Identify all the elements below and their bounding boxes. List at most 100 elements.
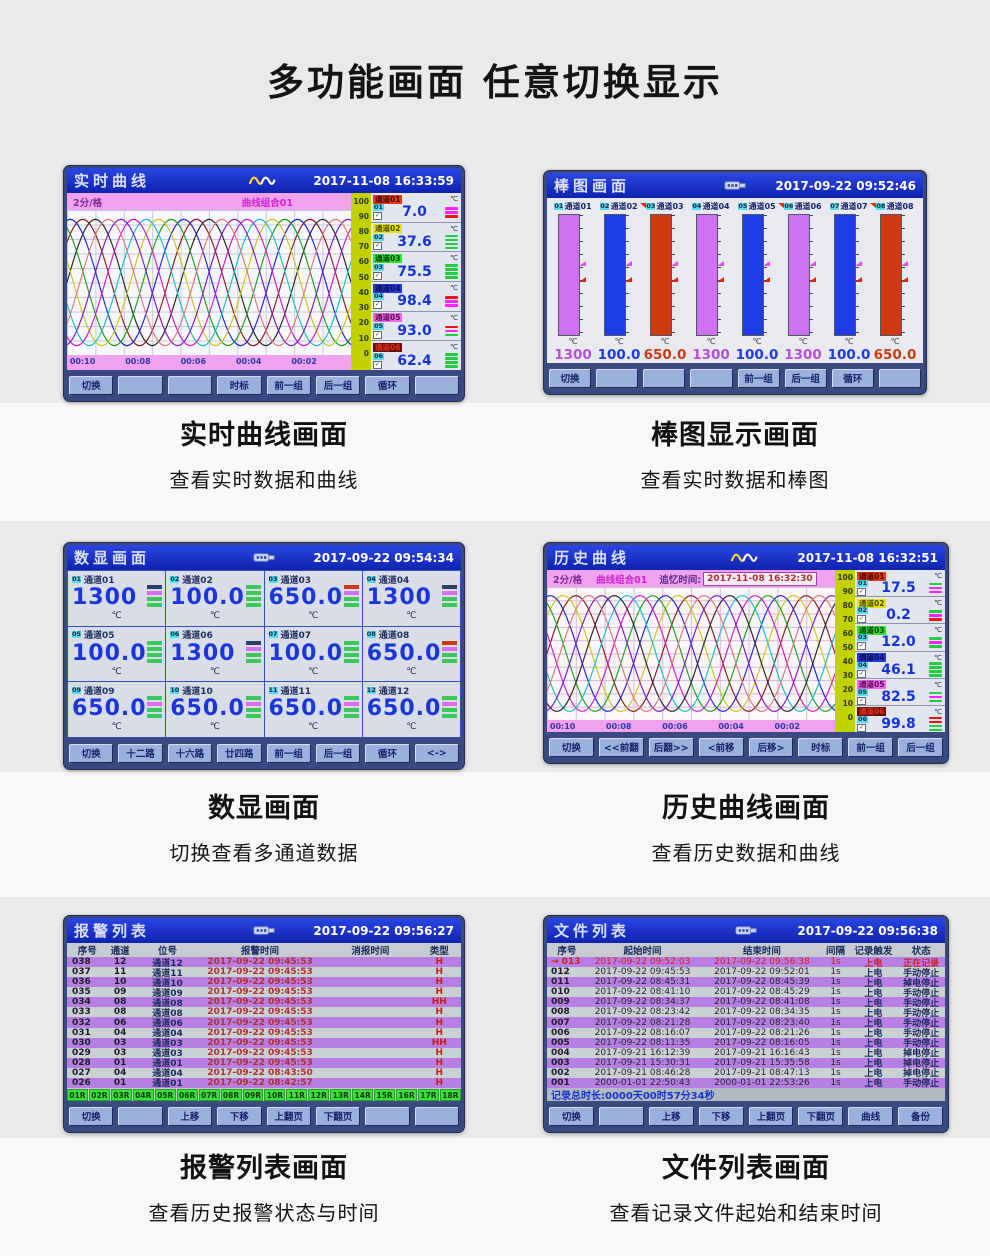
file-row[interactable]: 009 2017-09-22 08:34:37 2017-09-22 08:41:0… xyxy=(547,997,945,1009)
button-循环[interactable]: 循环 xyxy=(831,368,874,388)
relay-tag-13R[interactable]: 13R xyxy=(330,1089,352,1101)
relay-tag-01R[interactable]: 01R xyxy=(67,1089,88,1101)
button-<前移[interactable]: <前移 xyxy=(698,737,744,757)
alarm-row[interactable]: 037 11 通道11 2017-09-22 09:45:53 H xyxy=(67,967,461,979)
button-循环[interactable]: 循环 xyxy=(365,743,410,763)
file-row[interactable]: 001 2000-01-01 22:50:43 2000-01-01 22:53:2… xyxy=(547,1077,945,1089)
button-下翻页[interactable]: 下翻页 xyxy=(315,1106,361,1126)
relay-tag-07R[interactable]: 07R xyxy=(198,1089,220,1101)
button-时标[interactable]: 时标 xyxy=(217,375,262,395)
relay-tag-12R[interactable]: 12R xyxy=(308,1089,330,1101)
relay-tag-06R[interactable]: 06R xyxy=(176,1089,198,1101)
button-blank[interactable] xyxy=(878,368,921,388)
button-blank[interactable] xyxy=(414,1106,459,1126)
button-下移[interactable]: 下移 xyxy=(698,1106,744,1126)
file-row[interactable]: 004 2017-09-21 16:12:39 2017-09-21 16:16:4… xyxy=(547,1047,945,1059)
alarm-row[interactable]: 029 03 通道03 2017-09-22 09:45:53 H xyxy=(67,1047,461,1059)
button-<<前翻[interactable]: <<前翻 xyxy=(598,737,644,757)
channel-checkbox[interactable]: ✓ xyxy=(857,696,866,705)
button-blank[interactable] xyxy=(643,368,686,388)
channel-checkbox[interactable]: ✓ xyxy=(373,212,382,221)
button-blank[interactable] xyxy=(365,1106,410,1126)
channel-checkbox[interactable]: ✓ xyxy=(857,615,866,624)
button-切换[interactable]: 切换 xyxy=(69,1106,114,1126)
relay-tag-18R[interactable]: 18R xyxy=(439,1089,461,1101)
relay-tag-08R[interactable]: 08R xyxy=(220,1089,242,1101)
button-前一组[interactable]: 前一组 xyxy=(266,375,311,395)
button-blank[interactable] xyxy=(690,368,733,388)
button-切换[interactable]: 切换 xyxy=(549,1106,594,1126)
button-切换[interactable]: 切换 xyxy=(549,368,592,388)
button-blank[interactable] xyxy=(414,375,459,395)
button-后一组[interactable]: 后一组 xyxy=(315,375,361,395)
file-row[interactable]: 007 2017-09-22 08:21:28 2017-09-22 08:23:4… xyxy=(547,1017,945,1029)
button-切换[interactable]: 切换 xyxy=(549,737,594,757)
button-后一组[interactable]: 后一组 xyxy=(784,368,827,388)
button-blank[interactable] xyxy=(167,375,213,395)
relay-tag-05R[interactable]: 05R xyxy=(154,1089,176,1101)
alarm-row[interactable]: 033 08 通道08 2017-09-22 09:45:53 H xyxy=(67,1007,461,1019)
button-切换[interactable]: 切换 xyxy=(69,743,114,763)
relay-tag-02R[interactable]: 02R xyxy=(88,1089,110,1101)
button-blank[interactable] xyxy=(598,1106,644,1126)
file-row[interactable]: 008 2017-09-22 08:23:42 2017-09-22 08:34:3… xyxy=(547,1007,945,1019)
file-row[interactable]: 002 2017-09-21 08:46:28 2017-09-21 08:47:1… xyxy=(547,1067,945,1079)
button-下翻页[interactable]: 下翻页 xyxy=(798,1106,844,1126)
relay-tag-16R[interactable]: 16R xyxy=(396,1089,417,1101)
channel-checkbox[interactable]: ✓ xyxy=(857,723,866,732)
channel-checkbox[interactable]: ✓ xyxy=(857,669,866,678)
button-后一组[interactable]: 后一组 xyxy=(315,743,361,763)
relay-tag-10R[interactable]: 10R xyxy=(264,1089,286,1101)
button-时标[interactable]: 时标 xyxy=(798,737,844,757)
channel-checkbox[interactable]: ✓ xyxy=(373,331,382,340)
recall-time-value[interactable]: 2017-11-08 16:32:30 xyxy=(703,571,817,586)
relay-tag-15R[interactable]: 15R xyxy=(374,1089,396,1101)
button-上翻页[interactable]: 上翻页 xyxy=(748,1106,794,1126)
button-前一组[interactable]: 前一组 xyxy=(848,737,894,757)
file-row[interactable]: 003 2017-09-21 15:30:31 2017-09-21 15:35:5… xyxy=(547,1057,945,1069)
button-廿四路[interactable]: 廿四路 xyxy=(217,743,262,763)
button-切换[interactable]: 切换 xyxy=(69,375,114,395)
button-后翻>>[interactable]: 后翻>> xyxy=(648,737,694,757)
button-循环[interactable]: 循环 xyxy=(365,375,410,395)
relay-tag-09R[interactable]: 09R xyxy=(242,1089,264,1101)
alarm-row[interactable]: 035 09 通道09 2017-09-22 09:45:53 H xyxy=(67,987,461,999)
alarm-row[interactable]: 038 12 通道12 2017-09-22 09:45:53 H xyxy=(67,957,461,969)
button-曲线[interactable]: 曲线 xyxy=(848,1106,894,1126)
button-blank[interactable] xyxy=(118,375,163,395)
button-<->[interactable]: <-> xyxy=(414,743,459,763)
button-前一组[interactable]: 前一组 xyxy=(737,368,780,388)
channel-checkbox[interactable]: ✓ xyxy=(373,360,382,369)
relay-tag-03R[interactable]: 03R xyxy=(110,1089,132,1101)
relay-tag-17R[interactable]: 17R xyxy=(418,1089,439,1101)
button-后一组[interactable]: 后一组 xyxy=(898,737,943,757)
button-前一组[interactable]: 前一组 xyxy=(266,743,311,763)
file-row[interactable]: 005 2017-09-22 08:11:35 2017-09-22 08:16:0… xyxy=(547,1037,945,1049)
alarm-row[interactable]: 027 04 通道04 2017-09-22 08:43:50 H xyxy=(67,1067,461,1079)
alarm-row[interactable]: 030 03 通道03 2017-09-22 09:45:53 HH xyxy=(67,1037,461,1049)
button-blank[interactable] xyxy=(596,368,639,388)
alarm-row[interactable]: 034 08 通道08 2017-09-22 09:45:53 HH xyxy=(67,997,461,1009)
button-十二路[interactable]: 十二路 xyxy=(118,743,163,763)
file-row[interactable]: → 013 2017-09-22 09:52:03 2017-09-22 09:56… xyxy=(547,957,945,969)
relay-tag-11R[interactable]: 11R xyxy=(286,1089,308,1101)
button-blank[interactable] xyxy=(118,1106,163,1126)
button-上移[interactable]: 上移 xyxy=(648,1106,694,1126)
button-下移[interactable]: 下移 xyxy=(217,1106,262,1126)
button-上翻页[interactable]: 上翻页 xyxy=(266,1106,311,1126)
button-备份[interactable]: 备份 xyxy=(898,1106,943,1126)
button-上移[interactable]: 上移 xyxy=(167,1106,213,1126)
relay-tag-14R[interactable]: 14R xyxy=(352,1089,374,1101)
file-row[interactable]: 012 2017-09-22 09:45:53 2017-09-22 09:52:0… xyxy=(547,967,945,979)
channel-checkbox[interactable]: ✓ xyxy=(857,642,866,651)
button-后移>[interactable]: 后移> xyxy=(748,737,794,757)
button-十六路[interactable]: 十六路 xyxy=(167,743,213,763)
channel-checkbox[interactable]: ✓ xyxy=(373,271,382,280)
alarm-row[interactable]: 036 10 通道10 2017-09-22 09:45:53 H xyxy=(67,977,461,989)
file-row[interactable]: 010 2017-09-22 08:41:10 2017-09-22 08:45:2… xyxy=(547,987,945,999)
file-row[interactable]: 006 2017-09-22 08:16:07 2017-09-22 08:21:2… xyxy=(547,1027,945,1039)
alarm-row[interactable]: 026 01 通道01 2017-09-22 08:42:57 H xyxy=(67,1077,461,1089)
alarm-row[interactable]: 031 04 通道04 2017-09-22 09:45:53 H xyxy=(67,1027,461,1039)
channel-checkbox[interactable]: ✓ xyxy=(373,242,382,250)
relay-tag-04R[interactable]: 04R xyxy=(132,1089,154,1101)
